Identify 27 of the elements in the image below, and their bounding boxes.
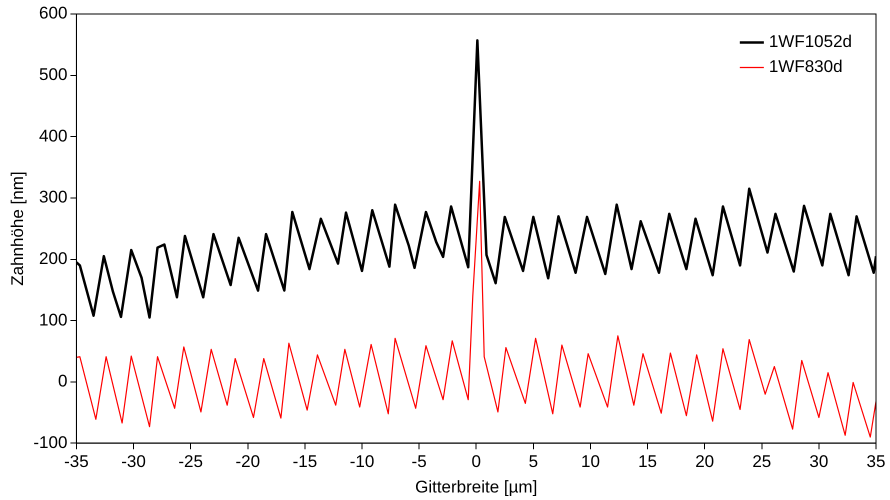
x-tick-label: -10	[350, 452, 374, 472]
x-tick-label: 25	[752, 452, 772, 472]
x-tick-label: -35	[64, 452, 89, 472]
x-tick-label: 20	[695, 452, 714, 472]
y-tick-label: 400	[39, 126, 68, 146]
x-tick-label: 35	[866, 452, 886, 472]
x-tick-label: -25	[178, 452, 203, 472]
y-tick-label: 200	[39, 248, 68, 268]
y-tick-label: 100	[39, 310, 68, 330]
x-tick-label: 5	[528, 452, 538, 472]
y-tick-label: -100	[33, 432, 68, 452]
x-axis-title: Gitterbreite [µm]	[415, 477, 538, 496]
y-tick-label: 500	[39, 65, 68, 84]
y-tick-label: 300	[39, 188, 68, 207]
y-axis-title: Zahnhöhe [nm]	[8, 171, 27, 286]
legend-label: 1WF1052d	[768, 32, 852, 52]
legend-label: 1WF830d	[768, 57, 843, 76]
x-tick-label: -30	[121, 452, 146, 472]
x-tick-label: -20	[235, 452, 260, 472]
y-tick-label: 0	[58, 372, 68, 391]
x-tick-label: 30	[809, 452, 828, 472]
x-tick-label: -15	[292, 452, 318, 472]
x-tick-label: 10	[580, 452, 600, 472]
y-tick-label: 600	[39, 4, 68, 23]
x-tick-label: 15	[638, 452, 658, 472]
x-tick-label: 0	[471, 452, 481, 472]
x-tick-label: -5	[412, 452, 427, 472]
